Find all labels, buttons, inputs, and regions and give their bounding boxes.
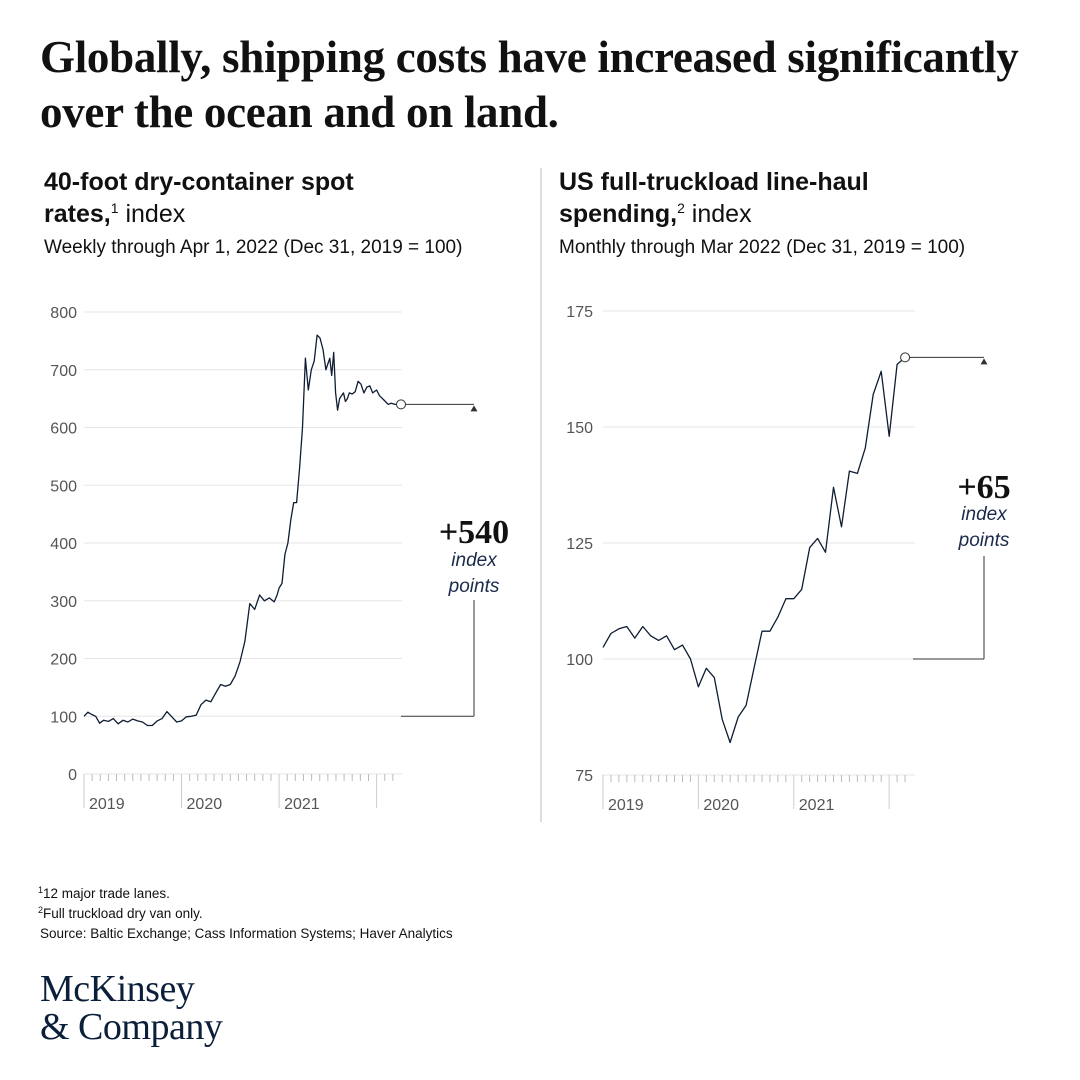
right-x-tick-label: 2019 [608,797,644,814]
right-end-point [900,352,911,363]
logo-line-1: McKinsey [40,968,195,1010]
left-y-tick-label: 200 [50,652,77,669]
right-y-tick-label: 125 [566,536,593,553]
left-y-tick-label: 500 [50,478,77,495]
right-x-tick-label: 2020 [703,797,739,814]
left-y-tick-label: 700 [50,363,77,380]
right-x-tick-label: 2021 [799,797,835,814]
left-title-unit: index [118,200,186,228]
right-chart-subtitle: Monthly through Mar 2022 (Dec 31, 2019 =… [559,237,966,258]
logo-line-2: & Company [40,1006,223,1048]
page-title: Globally, shipping costs have increased … [40,32,1019,137]
left-callout-arrowhead [470,405,478,412]
mckinsey-logo: McKinsey & Company [40,968,223,1048]
left-callout-unit-1: index [451,550,498,571]
left-y-tick-label: 800 [50,305,77,322]
right-y-tick-label: 150 [566,420,593,437]
right-callout-arrowhead [980,358,988,365]
left-y-tick-label: 100 [50,709,77,726]
right-title-line2: spending, [559,200,678,228]
footnote-2: 2Full truckload dry van only. [38,904,453,924]
left-y-tick-label: 400 [50,536,77,553]
footnotes: 112 major trade lanes. 2Full truckload d… [38,884,453,944]
right-title-unit: index [684,200,752,228]
left-title-line2: rates, [44,200,111,228]
right-y-tick-label: 75 [575,768,593,785]
footnote-1-text: 12 major trade lanes. [43,886,170,901]
right-callout-unit-2: points [958,530,1010,551]
right-callout-unit-1: index [961,504,1008,525]
right-y-tick-label: 100 [566,652,593,669]
left-x-tick-label: 2019 [89,796,125,813]
left-callout-value: +540 [439,514,509,551]
right-y-tick-label: 175 [566,304,593,321]
source-note: Source: Baltic Exchange; Cass Informatio… [40,926,453,941]
right-chart-title: US full-truckload line-haul spending,2 i… [559,166,1039,230]
left-end-point [396,399,406,410]
footnote-1: 112 major trade lanes. [38,884,453,904]
left-chart-subtitle: Weekly through Apr 1, 2022 (Dec 31, 2019… [44,237,463,258]
left-x-tick-label: 2020 [187,796,223,813]
left-callout-unit-2: points [448,576,500,597]
footnote-2-mark: 2 [38,905,44,915]
left-y-tick-label: 0 [68,767,77,784]
left-title-line1: 40-foot dry-container spot [44,168,354,196]
left-chart-title: 40-foot dry-container spot rates,1 index [44,166,514,230]
right-title-footnote-mark: 2 [677,200,685,216]
right-series-line [602,356,906,744]
right-chart: 75 100 125 150 175 2019 2020 2021 [566,304,988,814]
left-chart: 0 100 200 300 400 500 600 700 800 2019 2020 2021 [50,305,478,813]
footnote-2-text: Full truckload dry van only. [43,906,203,921]
charts-canvas: 0 100 200 300 400 500 600 700 800 2019 2020 2021 75… [50,168,1011,822]
left-title-footnote-mark: 1 [110,200,119,216]
left-x-tick-label: 2021 [284,796,320,813]
left-series-line [83,334,401,727]
footnote-1-mark: 1 [38,885,44,895]
left-y-tick-label: 300 [50,594,77,611]
left-y-tick-label: 600 [50,421,77,438]
right-callout-value: +65 [957,469,1010,506]
right-title-line1: US full-truckload line-haul [559,168,869,196]
